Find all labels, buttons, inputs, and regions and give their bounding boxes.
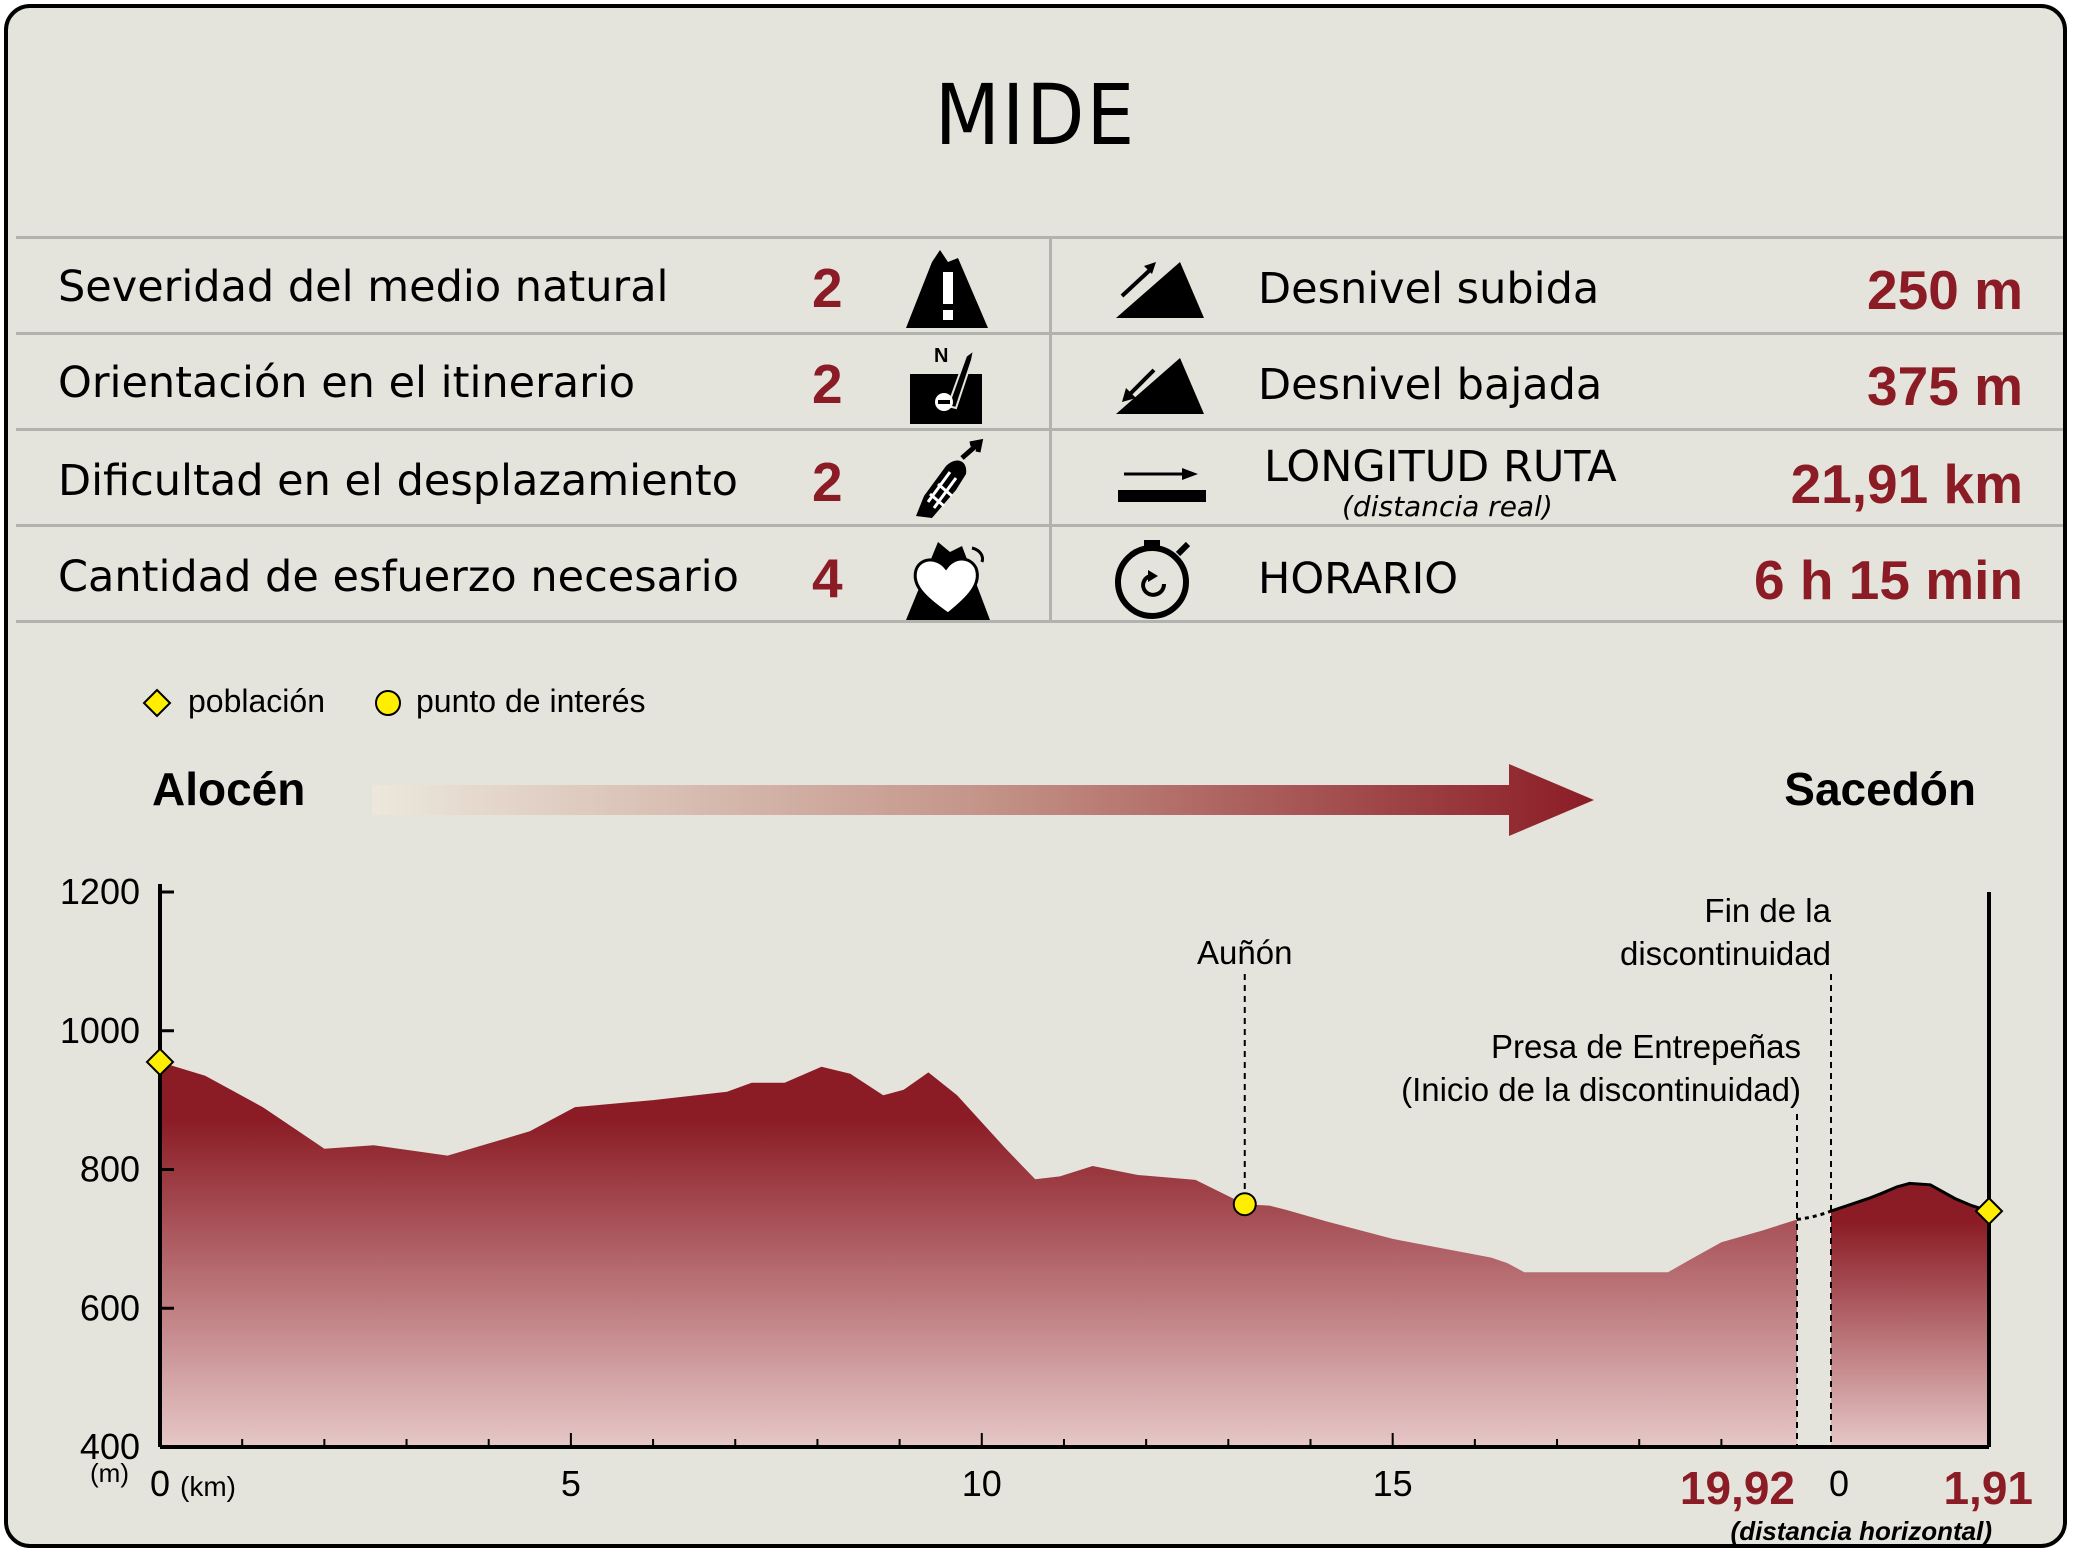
- y-tick-label: 400: [80, 1426, 140, 1467]
- svg-text:N: N: [934, 345, 948, 367]
- discontinuity-connector: [1796, 1209, 1832, 1221]
- y-unit-label: (m): [90, 1458, 129, 1488]
- y-tick-label: 800: [80, 1149, 140, 1190]
- y-tick-label: 1000: [60, 1010, 140, 1051]
- page-title: MIDE: [934, 66, 1137, 164]
- x-tick-label: 5: [561, 1463, 581, 1504]
- table-divider: [16, 428, 2063, 431]
- annotation-end-line2: discontinuidad: [1620, 935, 1831, 972]
- route-direction-arrow: [372, 764, 1594, 836]
- mide-label-effort: Cantidad de esfuerzo necesario: [58, 552, 739, 602]
- y-tick-label: 1200: [60, 871, 140, 912]
- legend-town-marker: [142, 688, 172, 718]
- town-marker: [145, 1047, 175, 1077]
- mide-card: MIDE Severidad del medio natural Orienta…: [4, 4, 2067, 1548]
- mide-value-length: 21,91 km: [1790, 453, 2023, 515]
- mide-value-severity: 2: [812, 257, 843, 319]
- y-tick-label: 600: [80, 1287, 140, 1328]
- poi-marker: [1232, 1192, 1257, 1217]
- stopwatch-icon: [1115, 540, 1191, 619]
- table-divider: [16, 332, 2063, 335]
- mide-label-severity: Severidad del medio natural: [58, 262, 669, 312]
- x-tick-label: 15: [1373, 1463, 1413, 1504]
- x-tick-label: 0: [150, 1463, 170, 1504]
- mide-label-time: HORARIO: [1258, 554, 1459, 604]
- annotation-dam-line1: Presa de Entrepeñas: [1491, 1028, 1801, 1065]
- legend-poi-marker: [375, 690, 401, 716]
- mide-label-length: LONGITUD RUTA: [1264, 442, 1617, 492]
- heart-mountain-icon: [906, 542, 990, 620]
- legend-poi-label: punto de interés: [416, 683, 646, 719]
- poi-label: Auñón: [1197, 934, 1292, 971]
- table-column-divider: [1049, 238, 1052, 622]
- elevation-area-segment-1: [160, 1062, 1797, 1447]
- segment-2-end-label: 1,91: [1943, 1462, 2033, 1514]
- table-divider: [16, 236, 2063, 239]
- elevation-profile-chart: población punto de interés Alocén Sacedó…: [60, 683, 2033, 1546]
- table-divider: [16, 524, 2063, 527]
- segment-2-start-label: 0: [1829, 1463, 1849, 1504]
- mide-value-difficulty: 2: [812, 451, 843, 513]
- mide-value-orientation: 2: [812, 353, 843, 415]
- town-marker: [1974, 1196, 2004, 1226]
- footprint-icon: [916, 438, 984, 518]
- compass-map-icon: N: [910, 345, 982, 424]
- mide-value-effort: 4: [812, 547, 843, 609]
- x-note-label: (distancia horizontal): [1731, 1516, 1992, 1546]
- ascent-icon: [1116, 262, 1204, 318]
- mide-sublabel-length: (distancia real): [1342, 490, 1553, 523]
- route-end: Sacedón: [1784, 763, 1976, 815]
- length-arrow-icon: [1118, 468, 1206, 502]
- legend-town-label: población: [188, 683, 325, 719]
- x-unit-label: (km): [180, 1471, 236, 1502]
- annotation-end-line1: Fin de la: [1704, 892, 1831, 929]
- mide-label-difficulty: Dificultad en el desplazamiento: [58, 456, 738, 506]
- mide-value-descent: 375 m: [1867, 355, 2023, 417]
- elevation-line-segment-2: [1830, 1181, 1990, 1213]
- mide-label-descent: Desnivel bajada: [1258, 360, 1603, 410]
- mide-value-ascent: 250 m: [1867, 259, 2023, 321]
- mide-label-ascent: Desnivel subida: [1258, 264, 1600, 314]
- mide-label-orientation: Orientación en el itinerario: [58, 358, 636, 408]
- route-start: Alocén: [152, 763, 305, 815]
- annotation-dam-line2: (Inicio de la discontinuidad): [1401, 1071, 1801, 1108]
- table-divider: [16, 620, 2063, 623]
- mountain-warning-icon: [906, 250, 988, 328]
- elevation-area-segment-2: [1831, 1183, 1989, 1447]
- segment-1-end-label: 19,92: [1680, 1462, 1795, 1514]
- x-tick-label: 10: [962, 1463, 1002, 1504]
- mide-value-time: 6 h 15 min: [1754, 549, 2023, 611]
- descent-icon: [1116, 358, 1204, 414]
